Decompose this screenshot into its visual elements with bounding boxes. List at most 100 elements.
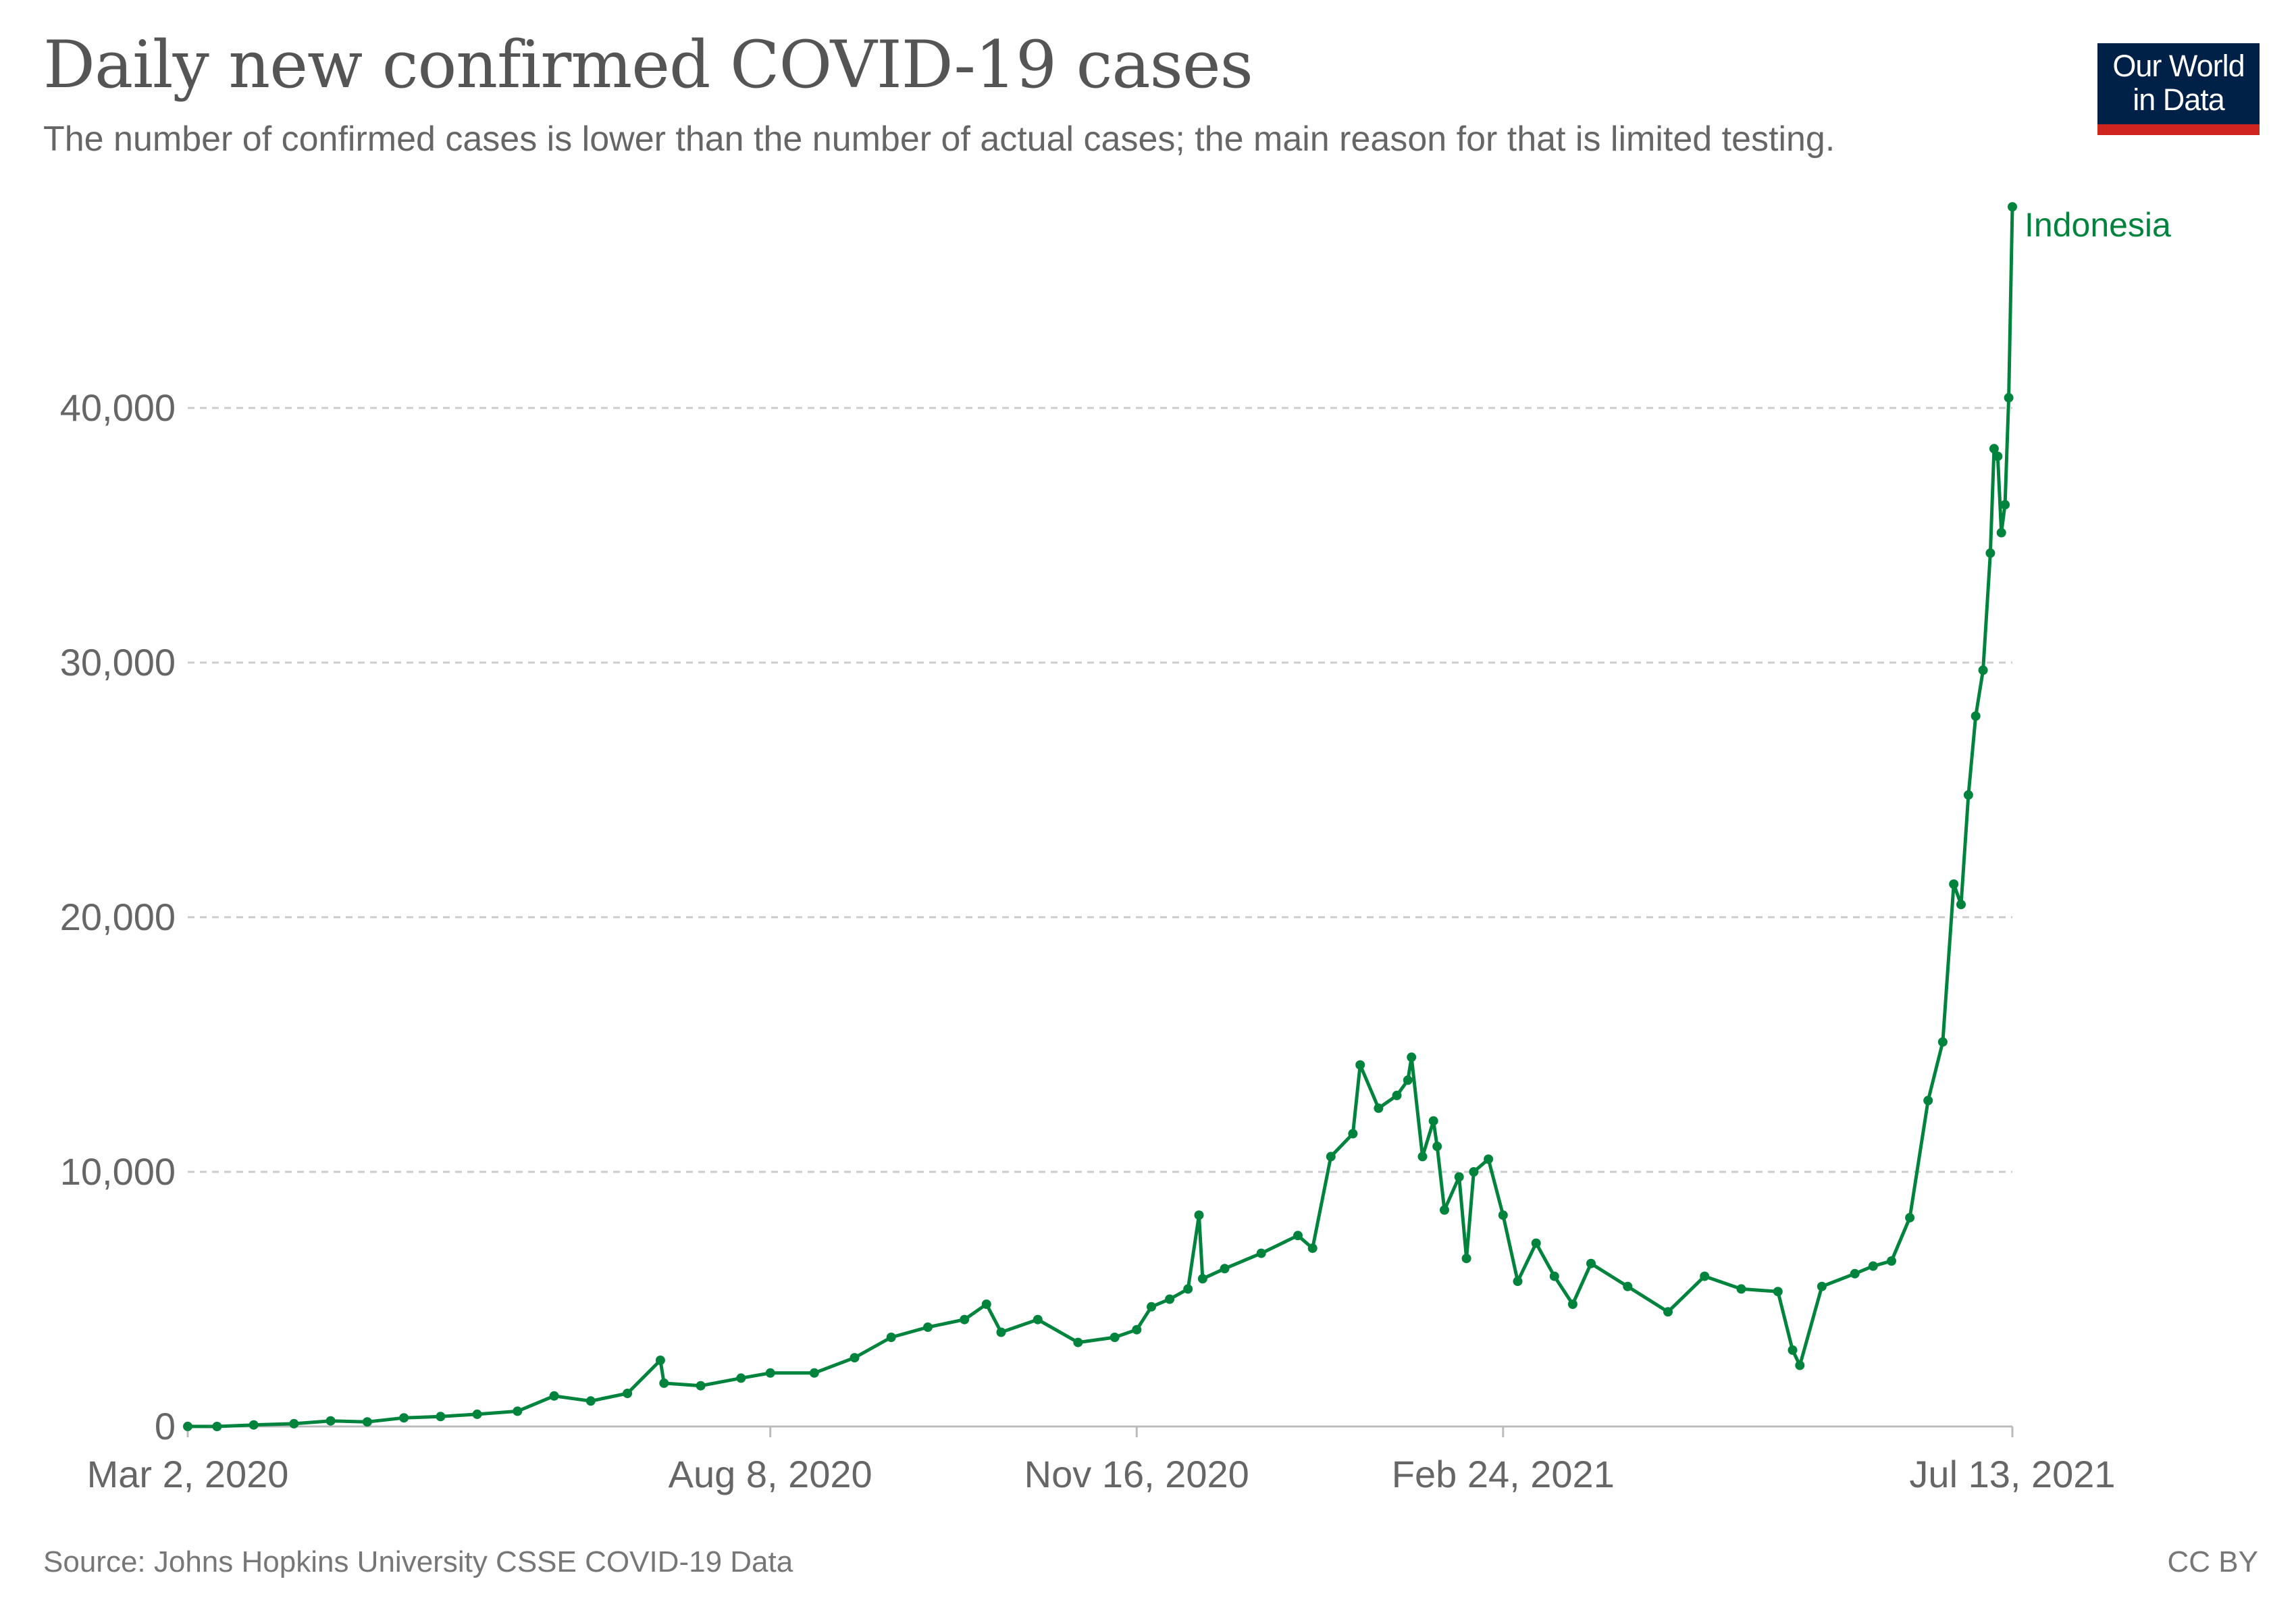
data-point (1956, 900, 1966, 910)
x-tick-label: Feb 24, 2021 (1392, 1453, 1615, 1495)
data-point (1220, 1264, 1230, 1274)
data-point (1949, 879, 1959, 889)
data-point (1484, 1154, 1494, 1164)
data-point (1469, 1167, 1479, 1177)
data-point (1403, 1075, 1413, 1085)
data-point (1773, 1287, 1783, 1297)
data-point (1549, 1271, 1559, 1281)
data-point (1971, 711, 1981, 721)
data-point (623, 1389, 633, 1398)
data-point (1850, 1268, 1860, 1279)
data-point (809, 1368, 819, 1378)
data-point (1326, 1152, 1336, 1162)
data-point (1905, 1212, 1915, 1223)
data-point (996, 1327, 1006, 1337)
data-point (1923, 1096, 1933, 1106)
data-point (1293, 1231, 1303, 1241)
data-point (1817, 1281, 1827, 1291)
data-point (1132, 1324, 1142, 1335)
license-note[interactable]: CC BY (2167, 1545, 2258, 1578)
data-point (923, 1322, 933, 1332)
data-point (513, 1406, 523, 1416)
data-point (1355, 1060, 1365, 1070)
data-point (736, 1373, 746, 1383)
data-point (549, 1391, 559, 1401)
data-point (1197, 1274, 1207, 1284)
series-line-indonesia (187, 207, 2014, 1429)
data-point (1795, 1360, 1805, 1370)
chart-subtitle: The number of confirmed cases is lower t… (43, 120, 1835, 159)
data-point (1374, 1103, 1384, 1113)
y-tick-label: 40,000 (60, 386, 176, 429)
data-point (1073, 1337, 1083, 1347)
data-point (1417, 1152, 1428, 1162)
data-point (249, 1420, 259, 1430)
data-point (1194, 1210, 1204, 1220)
data-point (1147, 1302, 1156, 1312)
data-point (1963, 790, 1973, 800)
data-point (362, 1417, 372, 1427)
y-tick-label: 20,000 (60, 896, 176, 938)
data-point (1531, 1238, 1541, 1248)
x-tick-label: Aug 8, 2020 (669, 1453, 872, 1495)
data-point (1110, 1333, 1120, 1342)
data-point (886, 1333, 896, 1342)
data-point (981, 1300, 991, 1309)
data-point (1996, 528, 2006, 538)
data-point (1868, 1261, 1878, 1271)
x-tick-label: Mar 2, 2020 (87, 1453, 289, 1495)
data-point (1623, 1281, 1633, 1291)
data-point (436, 1412, 446, 1422)
data-point (1887, 1256, 1896, 1266)
data-point (659, 1378, 669, 1388)
data-point (1937, 1037, 1948, 1047)
data-point (1586, 1258, 1596, 1268)
logo-accent-bar (2097, 124, 2260, 135)
data-point (1454, 1172, 1464, 1182)
y-tick-label: 30,000 (60, 641, 176, 684)
data-point (1392, 1090, 1402, 1100)
data-point (1440, 1205, 1449, 1215)
data-point (1307, 1243, 1317, 1254)
data-point (289, 1418, 299, 1429)
data-point (585, 1396, 596, 1406)
data-point (1428, 1116, 1438, 1126)
data-point (1033, 1314, 1043, 1324)
data-point (1985, 548, 1995, 558)
data-point (1513, 1277, 1523, 1287)
data-point (1989, 444, 1999, 454)
data-point (765, 1368, 775, 1378)
y-tick-label: 10,000 (60, 1150, 176, 1193)
data-point (1461, 1254, 1471, 1264)
data-point (472, 1409, 482, 1419)
logo-text-line2: in Data (2133, 82, 2225, 117)
data-point (1183, 1284, 1193, 1294)
data-point (1407, 1052, 1417, 1062)
data-point (1256, 1248, 1266, 1258)
data-point (183, 1421, 192, 1431)
data-point (655, 1356, 665, 1365)
data-point (399, 1413, 409, 1423)
data-point (2004, 392, 2014, 403)
data-point (850, 1353, 860, 1363)
x-tick-label: Nov 16, 2020 (1024, 1453, 1249, 1495)
data-point (1567, 1300, 1577, 1309)
data-point (1993, 451, 2003, 461)
series-label-indonesia: Indonesia (2025, 206, 2171, 244)
data-point (325, 1416, 336, 1426)
logo-text-line1: Our World (2112, 49, 2245, 83)
data-point (1498, 1210, 1508, 1220)
data-point (1700, 1271, 1710, 1281)
data-point (1978, 665, 1988, 675)
data-point (1432, 1141, 1442, 1152)
data-point (1165, 1294, 1175, 1304)
chart-title: Daily new confirmed COVID-19 cases (43, 27, 1253, 103)
our-world-in-data-logo[interactable]: Our World in Data (2097, 43, 2260, 135)
data-point (1348, 1129, 1358, 1139)
x-tick-label: Jul 13, 2021 (1909, 1453, 2115, 1495)
data-point (960, 1314, 970, 1324)
data-point (212, 1422, 222, 1431)
data-point (696, 1381, 706, 1391)
source-note[interactable]: Source: Johns Hopkins University CSSE CO… (43, 1545, 793, 1578)
